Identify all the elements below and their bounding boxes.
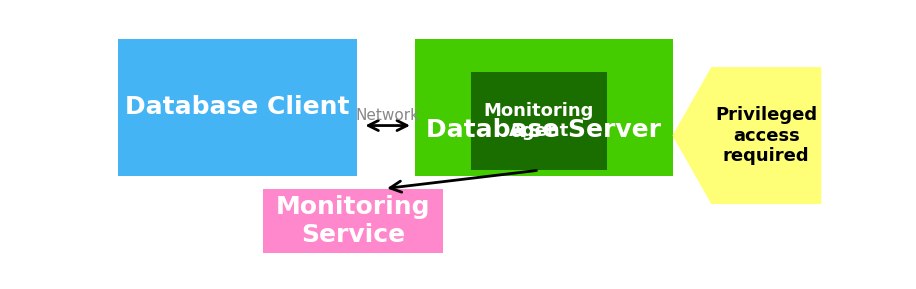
- Text: Network: Network: [355, 108, 420, 123]
- Bar: [415, 38, 672, 176]
- Text: Monitoring
Service: Monitoring Service: [276, 195, 431, 247]
- Bar: [471, 72, 606, 170]
- Bar: [118, 38, 357, 176]
- Text: Monitoring
Agent: Monitoring Agent: [484, 101, 594, 140]
- Bar: [263, 189, 443, 253]
- Polygon shape: [672, 67, 822, 204]
- Text: Database Client: Database Client: [125, 95, 350, 119]
- Text: Database Server: Database Server: [426, 118, 661, 142]
- Text: Privileged
access
required: Privileged access required: [715, 106, 817, 165]
